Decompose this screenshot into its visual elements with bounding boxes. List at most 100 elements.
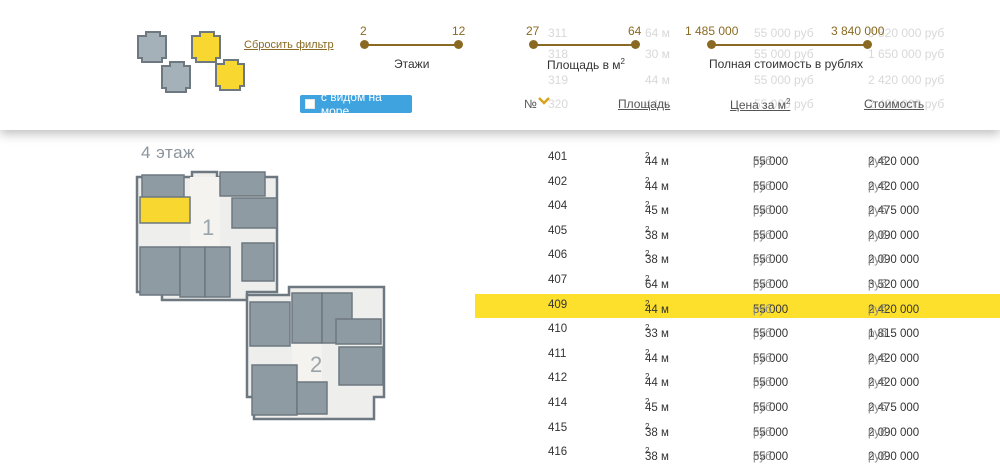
apartment-area-sup: 2 <box>645 151 650 160</box>
area-min-value: 27 <box>526 24 540 38</box>
apartment-area-value: 33 м <box>645 328 669 341</box>
currency-label: руб <box>868 426 887 439</box>
area-min-handle[interactable] <box>529 40 538 49</box>
apartment-number: 411 <box>548 347 567 360</box>
apartment-row[interactable]: 412 44 м 2 55 000 руб 2 420 000 руб <box>475 367 1000 392</box>
apartment-409[interactable] <box>139 196 191 224</box>
apartment-number: 416 <box>548 446 568 459</box>
apartment-405[interactable] <box>179 246 206 298</box>
reset-filter-link[interactable]: Сбросить фильтр <box>244 39 334 51</box>
apartment-area-value: 44 м <box>645 352 669 365</box>
currency-label: руб <box>753 180 772 193</box>
apartment-price-value: 55 000 <box>753 303 789 316</box>
apartment-area-sup: 2 <box>645 175 650 185</box>
apartment-row[interactable]: 404 45 м 2 55 000 руб 2 475 000 руб <box>475 195 1000 220</box>
apartment-area-value: 38 м <box>645 229 669 242</box>
area-label-sup: 2 <box>620 57 625 66</box>
currency-label: руб <box>753 205 772 218</box>
currency-label: руб <box>868 352 887 365</box>
price-range-slider[interactable]: 1 485 000 3 840 000 Полная стоимость в р… <box>685 24 885 84</box>
mini-block-grey-2 <box>161 61 191 93</box>
apartment-415[interactable] <box>251 364 298 416</box>
apartment-area-value: 45 м <box>645 401 669 414</box>
apartment-number: 410 <box>548 323 568 336</box>
area-max-handle[interactable] <box>631 40 640 49</box>
currency-label: руб <box>868 328 887 341</box>
column-number-header[interactable]: № <box>524 97 537 111</box>
apartment-total-value: 2 475 000 <box>868 401 920 414</box>
currency-label: руб <box>753 229 772 242</box>
apartment-row[interactable]: 401 44 м 2 55 000 руб 2 420 000 руб <box>475 146 1000 171</box>
apartment-row[interactable]: 407 64 м 2 55 000 руб 3 520 000 руб <box>475 269 1000 294</box>
apartment-area-sup: 2 <box>645 273 650 283</box>
area-max-value: 64 <box>628 24 642 38</box>
apartment-total-value: 2 090 000 <box>868 426 920 439</box>
apartment-total-value: 2 090 000 <box>868 229 920 242</box>
column-area-header[interactable]: Площадь <box>618 97 671 111</box>
apartment-row[interactable]: 414 45 м 2 55 000 руб 2 475 000 руб <box>475 392 1000 417</box>
apartment-row[interactable]: 406 38 м 2 55 000 руб 2 090 000 руб <box>475 244 1000 269</box>
building-mini-plan[interactable] <box>134 30 250 98</box>
sea-view-toggle[interactable]: с видом на море <box>300 90 412 118</box>
apartment-area-value: 44 м <box>645 156 669 168</box>
apartment-area-sup: 2 <box>645 298 650 308</box>
currency-label: руб <box>868 377 887 390</box>
currency-label: руб <box>753 278 772 291</box>
sea-view-checkbox[interactable] <box>305 99 315 109</box>
apartment-total-value: 2 090 000 <box>868 451 920 464</box>
column-price-text: Цена за м <box>730 98 786 112</box>
currency-label: руб <box>753 377 772 390</box>
apartment-row[interactable]: 416 38 м 2 55 000 руб 2 090 000 руб <box>475 441 1000 466</box>
column-price-header[interactable]: Цена за м2 <box>730 97 790 112</box>
apartment-total-value: 2 420 000 <box>868 180 920 193</box>
apartment-403[interactable] <box>231 197 278 229</box>
sort-chevron-down-icon[interactable] <box>537 96 551 106</box>
area-range-slider[interactable]: 27 64 Площадь в м2 <box>520 24 650 84</box>
apartment-416[interactable] <box>296 381 328 415</box>
apartment-area-sup: 2 <box>645 347 650 357</box>
currency-label: руб <box>868 229 887 242</box>
apartment-406[interactable] <box>204 246 231 298</box>
apartment-411[interactable] <box>291 292 323 344</box>
column-total-header[interactable]: Стоимость <box>864 97 925 111</box>
apartment-area-value: 38 м <box>645 254 669 267</box>
apartment-row[interactable]: 409 44 м 2 55 000 руб 2 420 000 руб <box>475 293 1000 319</box>
floor-plan: 1 2 <box>135 170 386 421</box>
apartment-407[interactable] <box>241 242 275 282</box>
floors-min-handle[interactable] <box>360 40 369 49</box>
floors-range-slider[interactable]: 2 12 Этажи <box>355 24 470 84</box>
apartment-row[interactable]: 410 33 м 2 55 000 руб 1 815 000 руб <box>475 318 1000 343</box>
apartment-402[interactable] <box>219 171 266 197</box>
apartment-row[interactable]: 415 38 м 2 55 000 руб 2 090 000 руб <box>475 417 1000 442</box>
ghost-cell-num: 320 <box>548 97 569 111</box>
apartment-number: 402 <box>548 175 568 188</box>
floors-max-handle[interactable] <box>454 40 463 49</box>
floors-track <box>364 44 458 46</box>
apartment-414[interactable] <box>338 346 384 386</box>
apartment-number: 406 <box>548 249 568 262</box>
apartment-area-value: 45 м <box>645 205 669 218</box>
price-min-handle[interactable] <box>707 40 716 49</box>
apartment-area-value: 38 м <box>645 451 669 464</box>
apartment-area-sup: 2 <box>645 396 650 406</box>
currency-label: руб <box>753 156 772 168</box>
apartment-410[interactable] <box>249 301 291 347</box>
apartment-row[interactable]: 405 38 м 2 55 000 руб 2 090 000 руб <box>475 220 1000 245</box>
apartment-area-sup: 2 <box>645 200 650 210</box>
sea-view-label: с видом на море <box>320 90 382 118</box>
floors-max-value: 12 <box>452 24 466 38</box>
apartment-row[interactable]: 402 44 м 2 55 000 руб 2 420 000 руб <box>475 171 1000 196</box>
currency-label: руб <box>868 303 887 316</box>
apartment-413[interactable] <box>335 318 382 345</box>
apartment-row[interactable]: 411 44 м 2 55 000 руб 2 420 000 руб <box>475 343 1000 368</box>
currency-label: руб <box>868 156 887 168</box>
apartment-404[interactable] <box>139 246 181 296</box>
currency-label: руб <box>868 254 887 267</box>
price-max-handle[interactable] <box>863 40 872 49</box>
